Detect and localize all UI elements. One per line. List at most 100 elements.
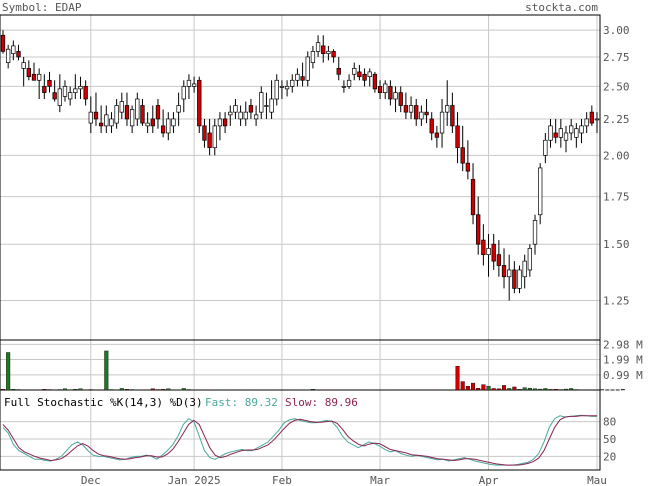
candle-body	[212, 125, 217, 149]
candle	[264, 92, 269, 119]
candle-body	[191, 83, 197, 87]
price-tick-label: 2.25	[603, 113, 630, 126]
candle-body	[155, 105, 161, 120]
candle	[403, 92, 409, 119]
volume-bar	[119, 388, 124, 391]
candle-body	[26, 68, 31, 78]
candle-body	[93, 111, 99, 120]
volume-bar	[145, 389, 150, 391]
candle	[295, 68, 300, 87]
candle	[460, 125, 465, 172]
candle-body	[352, 68, 357, 75]
candle	[269, 80, 274, 119]
candle-body	[460, 147, 465, 164]
price-candles	[0, 30, 600, 301]
volume-bar	[615, 389, 620, 391]
volume-tick-label: 2.98 M	[603, 338, 643, 351]
candle	[52, 80, 57, 102]
candle	[388, 80, 393, 106]
volume-bar	[202, 389, 207, 391]
candle-body	[584, 118, 589, 127]
volume-bar	[243, 389, 248, 391]
candle-body	[119, 101, 124, 113]
candle-body	[574, 128, 579, 138]
candle	[517, 265, 522, 294]
candle-body	[439, 111, 445, 134]
stochastic-title: Full Stochastic %K(14,3) %D(3)	[4, 396, 203, 409]
candle	[259, 86, 264, 119]
stochastic-tick-label: 20	[603, 450, 616, 463]
candle	[321, 35, 326, 63]
candle-body	[6, 48, 11, 63]
candle	[6, 44, 11, 69]
candle-body	[372, 73, 378, 90]
candle-body	[445, 105, 450, 113]
candle-body	[197, 79, 202, 127]
brand-label[interactable]: stockta.com	[525, 1, 598, 14]
volume-bars	[0, 350, 625, 391]
candle-body	[496, 254, 502, 266]
volume-bar	[223, 389, 228, 391]
volume-bar	[228, 389, 233, 391]
volume-bar	[207, 389, 212, 391]
candle-body	[589, 111, 594, 124]
candle-body	[160, 125, 166, 134]
volume-bar	[434, 389, 439, 391]
candle-body	[264, 105, 269, 107]
candle-body	[388, 86, 393, 100]
candle-body	[563, 132, 569, 141]
candle	[26, 60, 31, 81]
candle-body	[517, 269, 522, 289]
candle	[88, 96, 93, 133]
volume-bar	[476, 387, 481, 391]
candle-body	[238, 111, 243, 120]
candle-body	[284, 86, 290, 90]
candle-body	[124, 105, 130, 120]
candle	[98, 105, 104, 133]
volume-bar	[564, 388, 569, 391]
volume-bar	[393, 389, 398, 391]
volume-bar	[83, 389, 88, 391]
candle-body	[11, 45, 16, 54]
volume-bar	[166, 388, 171, 391]
volume-bar	[321, 389, 326, 391]
x-tick-label: Mar	[370, 474, 390, 486]
volume-bar	[197, 389, 202, 391]
volume-bar	[326, 389, 331, 391]
volume-bar	[445, 389, 450, 391]
candle-body	[491, 243, 496, 262]
candle	[434, 125, 440, 148]
candle	[78, 76, 83, 100]
volume-bar	[460, 381, 465, 391]
candle	[579, 118, 584, 144]
volume-bar	[73, 389, 78, 391]
candle-body	[181, 86, 186, 100]
candle-body	[300, 76, 305, 81]
volume-bar	[533, 388, 538, 391]
volume-bar	[424, 389, 429, 391]
candle-body	[481, 239, 486, 256]
candle-body	[465, 162, 471, 172]
candle-body	[424, 111, 429, 116]
volume-bar	[512, 386, 517, 391]
volume-bar	[357, 389, 362, 391]
candle	[470, 163, 476, 225]
candle	[372, 71, 378, 93]
volume-bar	[140, 389, 145, 391]
candle	[522, 254, 527, 289]
volume-bar	[558, 389, 563, 391]
x-tick-label: Feb	[272, 474, 292, 486]
grid-lines	[0, 15, 600, 470]
volume-bar	[372, 389, 377, 391]
candle	[486, 234, 491, 277]
candle	[290, 74, 295, 93]
candle-body	[233, 105, 238, 113]
x-tick-label: Jan 2025	[168, 474, 221, 486]
price-tick-label: 2.00	[603, 149, 630, 162]
candle-body	[315, 42, 321, 52]
price-tick-label: 3.00	[603, 24, 630, 37]
candle-body	[507, 269, 512, 278]
volume-bar	[584, 389, 589, 391]
candle	[455, 112, 460, 164]
